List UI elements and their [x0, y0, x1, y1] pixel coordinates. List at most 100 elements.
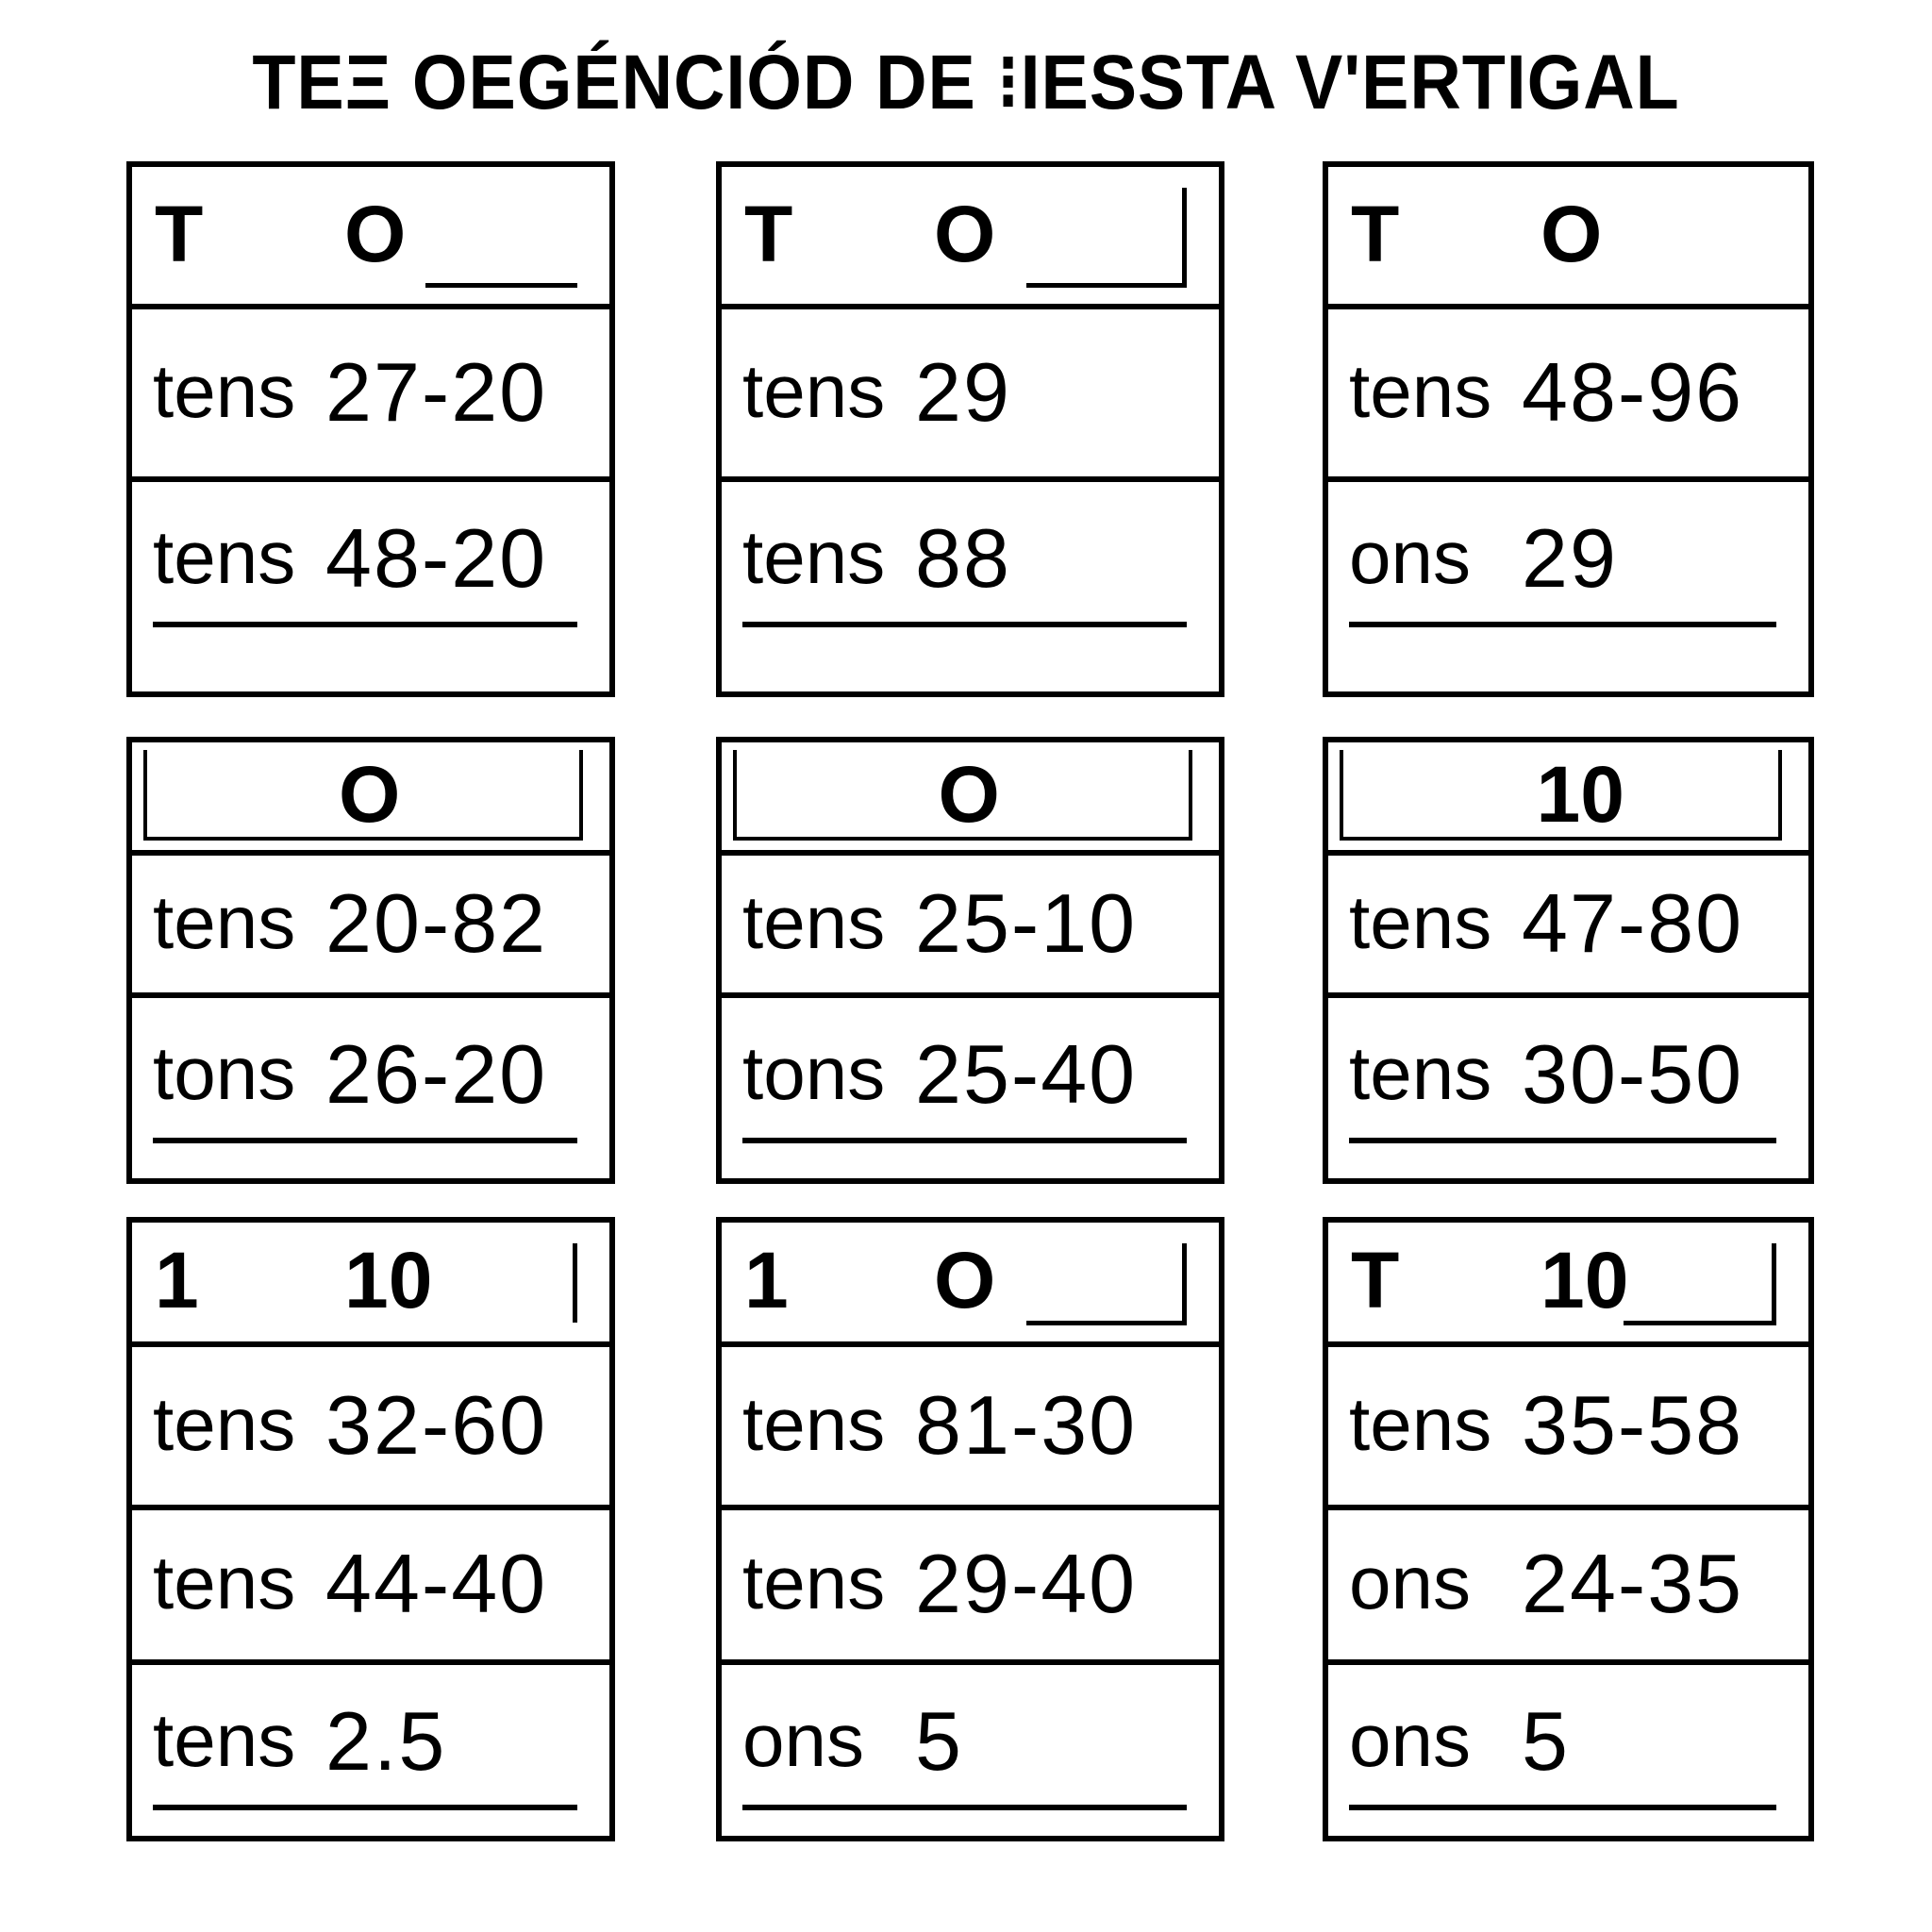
answer-line	[1349, 622, 1776, 627]
problem-value: 48-96	[1522, 344, 1744, 439]
problem-row: tens 27-20	[132, 309, 609, 482]
problem-row: tens 29	[722, 309, 1219, 482]
place-value-label: ons	[742, 1698, 864, 1782]
answer-line	[742, 1805, 1187, 1810]
header-left-label: 1	[155, 1236, 199, 1324]
place-value-label: tens	[1349, 1381, 1492, 1466]
problem-row: tens 81-30	[722, 1347, 1219, 1510]
answer-line	[1349, 1805, 1776, 1810]
problem-value: 88	[915, 511, 1011, 605]
header-middle-label: O	[938, 750, 1000, 839]
problem-value: 25-10	[915, 875, 1138, 970]
place-value-label: tens	[1349, 348, 1492, 433]
problem-value: 35-58	[1522, 1377, 1744, 1472]
header-middle-label: O	[339, 750, 401, 839]
place-value-label: ons	[1349, 515, 1471, 599]
card-header: T 10	[1328, 1223, 1808, 1347]
problem-value: 26-20	[325, 1027, 548, 1121]
header-box	[733, 750, 1192, 841]
problem-row: tens 88	[722, 482, 1219, 691]
subtraction-card: T O tens 48-96 ons 29	[1323, 161, 1814, 697]
place-value-label: tens	[742, 879, 886, 964]
problem-value: 20-82	[325, 875, 548, 970]
header-box	[143, 750, 583, 841]
header-left-label: T	[744, 189, 793, 278]
place-value-label: tons	[153, 1031, 296, 1115]
place-value-label: tens	[153, 515, 296, 599]
worksheet-title: TEΞ OEGÉNCIÓD DE ⁝IESSTA V'ERTIGAL	[252, 40, 1680, 125]
header-left-label: T	[1351, 189, 1400, 278]
place-value-label: ons	[1349, 1698, 1471, 1782]
problem-value: 25-40	[915, 1027, 1138, 1121]
header-vertical-bar	[573, 1243, 577, 1323]
header-middle-label: O	[344, 189, 407, 278]
place-value-label: tens	[153, 1381, 296, 1466]
problem-value: 32-60	[325, 1377, 548, 1472]
problem-row: tens 48-20	[132, 482, 609, 691]
problem-value: 5	[1522, 1694, 1570, 1788]
place-value-label: tens	[1349, 879, 1492, 964]
place-value-label: tens	[153, 348, 296, 433]
header-left-label: T	[1351, 1236, 1400, 1324]
problem-row: tons 25-40	[722, 998, 1219, 1178]
problem-value: 5	[915, 1694, 963, 1788]
problem-row: ons 24-35	[1328, 1510, 1808, 1665]
subtraction-card: T 10 tens 35-58 ons 24-35 ons 5	[1323, 1217, 1814, 1841]
place-value-label: tens	[742, 515, 886, 599]
problem-value: 81-30	[915, 1377, 1138, 1472]
card-header: O	[722, 742, 1219, 856]
problem-row: tens 48-96	[1328, 309, 1808, 482]
subtraction-card: 1 10 tens 32-60 tens 44-40 tens 2.5	[126, 1217, 615, 1841]
header-middle-label: 10	[1541, 1236, 1629, 1324]
problem-row: ons 5	[1328, 1665, 1808, 1836]
place-value-label: tens	[742, 1381, 886, 1466]
header-underline	[425, 283, 577, 288]
header-left-label: T	[155, 189, 204, 278]
answer-line	[742, 1138, 1187, 1143]
header-middle-label: 10	[344, 1236, 433, 1324]
problem-row: tens 44-40	[132, 1510, 609, 1665]
problem-value: 2.5	[325, 1694, 447, 1788]
card-header: 1 10	[132, 1223, 609, 1347]
header-underline	[1026, 283, 1187, 288]
answer-line	[153, 622, 577, 627]
header-box	[1340, 750, 1782, 841]
problem-row: tens 29-40	[722, 1510, 1219, 1665]
card-header: 10	[1328, 742, 1808, 856]
answer-line	[153, 1138, 577, 1143]
answer-line	[1349, 1138, 1776, 1143]
header-underline	[1623, 1321, 1776, 1325]
problem-row: tens 35-58	[1328, 1347, 1808, 1510]
header-middle-label: O	[934, 1236, 996, 1324]
subtraction-card: 10 tens 47-80 tens 30-50	[1323, 737, 1814, 1184]
answer-line	[153, 1805, 577, 1810]
problem-value: 29	[1522, 511, 1618, 605]
problem-value: 30-50	[1522, 1027, 1744, 1121]
problem-value: 44-40	[325, 1537, 548, 1630]
header-vertical-bar	[1772, 1243, 1776, 1323]
problem-value: 24-35	[1522, 1537, 1744, 1630]
problem-row: ons 29	[1328, 482, 1808, 691]
header-middle-label: O	[934, 189, 996, 278]
place-value-label: tens	[1349, 1031, 1492, 1115]
place-value-label: tens	[742, 1541, 886, 1624]
card-header: O	[132, 742, 609, 856]
problem-value: 29	[915, 344, 1011, 439]
problem-row: tens 20-82	[132, 856, 609, 998]
problem-row: tens 25-10	[722, 856, 1219, 998]
place-value-label: tens	[153, 879, 296, 964]
problem-row: tens 30-50	[1328, 998, 1808, 1178]
place-value-label: tens	[153, 1698, 296, 1782]
header-vertical-bar	[1182, 188, 1187, 285]
problem-value: 27-20	[325, 344, 548, 439]
header-vertical-bar	[1182, 1243, 1187, 1323]
header-left-label: 1	[744, 1236, 789, 1324]
